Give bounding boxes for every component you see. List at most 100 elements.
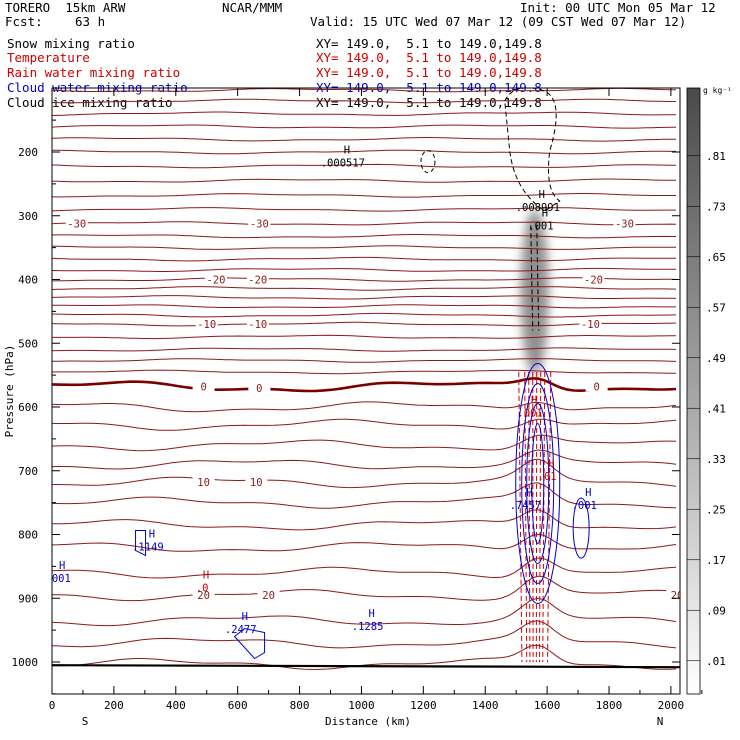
temperature-label-backdrop — [582, 273, 605, 285]
temperature-label-backdrop — [246, 273, 269, 285]
temperature-label-backdrop — [192, 476, 215, 488]
colorbar-level-label: .41 — [706, 402, 726, 415]
temperature-label-backdrop — [579, 318, 602, 330]
temperature-contour-label: -10 — [581, 319, 600, 331]
isotherm-line — [52, 401, 677, 413]
x-tick-label: 0 — [49, 699, 56, 712]
isotherm-line — [52, 267, 676, 272]
maximum-marker: H — [539, 189, 545, 201]
field-xy-snow: XY= 149.0, 5.1 to 149.0,149.8 — [316, 36, 542, 51]
temperature-contour-label: 0 — [593, 382, 599, 394]
y-tick-label: 400 — [18, 274, 38, 287]
temperature-contour-label: -30 — [615, 218, 634, 230]
isotherm-line — [52, 312, 677, 318]
isotherm-line — [52, 597, 677, 627]
isotherm-line — [52, 163, 676, 169]
isotherm-line — [52, 286, 677, 291]
y-tick-label: 200 — [18, 146, 38, 159]
colorbar-level-label: .01 — [706, 655, 726, 668]
temperature-contour-label: -30 — [67, 218, 86, 230]
isotherm-line — [52, 88, 677, 93]
field-name-snow: Snow mixing ratio — [7, 36, 135, 51]
isotherm-line — [52, 321, 677, 327]
temperature-contour-label: 20 — [197, 590, 210, 602]
temperature-label-backdrop — [666, 589, 680, 601]
x-tick-label: 2000 — [658, 699, 685, 712]
temperature-contour-label: -30 — [250, 218, 269, 230]
model-title: TORERO 15km ARW — [5, 0, 126, 15]
colorbar-level-label: .57 — [706, 301, 726, 314]
field-name-temperature: Temperature — [7, 50, 90, 65]
x-tick-label: 1000 — [348, 699, 375, 712]
x-tick-label: 1400 — [472, 699, 499, 712]
maximum-value-label: .000517 — [321, 157, 365, 169]
colorbar-unit: g kg⁻¹ — [703, 86, 732, 95]
isotherm-line — [52, 234, 676, 239]
maximum-marker: H — [149, 528, 155, 540]
maximum-value-label: .0 — [196, 583, 209, 595]
maximum-marker: H — [368, 608, 374, 620]
colorbar-ramp — [686, 87, 701, 695]
x-tick-label: 1200 — [410, 699, 437, 712]
maximum-marker: H — [585, 487, 591, 499]
isotherm-line — [52, 369, 676, 375]
isotherm-line — [52, 256, 676, 262]
snow-mixing-ratio-shading — [520, 209, 549, 376]
isotherm-line — [52, 304, 676, 309]
isotherm-line — [52, 620, 677, 649]
y-tick-label: 800 — [18, 529, 38, 542]
colorbar-level-label: .25 — [706, 503, 726, 516]
isotherm-line — [52, 377, 677, 393]
y-tick-label: 1000 — [12, 656, 39, 669]
temperature-contour-label: 20 — [262, 590, 275, 602]
x-tick-label: 200 — [104, 699, 124, 712]
cloud-ice-contour — [504, 88, 561, 212]
init-time: Init: 00 UTC Mon 05 Mar 12 — [520, 0, 716, 15]
isotherm-line — [52, 509, 677, 531]
isotherm-line — [52, 449, 677, 470]
x-tick-label: 1600 — [534, 699, 561, 712]
isotherm-line — [52, 482, 677, 509]
maximum-marker: H — [242, 611, 248, 623]
forecast-label: Fcst: — [5, 14, 43, 29]
maximum-value-label: .1149 — [132, 541, 164, 553]
maximum-marker: H — [203, 570, 209, 582]
temperature-contour-label: -20 — [248, 275, 267, 287]
isotherm-line — [52, 137, 676, 142]
plot-area: -30 -30 -30 -20 -20 -20 -10 -10 -10 0 0 0 10 10 20 20 20… — [52, 88, 680, 671]
maximum-value-label: .2477 — [225, 624, 257, 636]
maximum-value-label: .1285 — [352, 621, 384, 633]
colorbar: g kg⁻¹ .01 .09 .17 .25 .33 .41 .49 .57 .65 .73 .81 — [686, 86, 732, 695]
cloud-water-contour — [521, 383, 555, 584]
y-axis-label: Pressure (hPa) — [3, 345, 16, 438]
maximum-value-label: .7457 — [510, 500, 542, 512]
temperature-label-backdrop — [257, 589, 280, 601]
temperature-label-backdrop — [192, 380, 215, 392]
temperature-contour-label: -20 — [207, 275, 226, 287]
cloud-water-contour — [135, 529, 147, 557]
surface-pressure-line — [52, 664, 680, 669]
maximum-marker: H — [548, 458, 554, 470]
isotherm-line — [52, 207, 676, 212]
isotherm-line — [52, 245, 676, 250]
temperature-contour-label: -20 — [584, 275, 603, 287]
x-tick-label: 400 — [166, 699, 186, 712]
y-tick-label: 900 — [18, 592, 38, 605]
isotherm-line — [52, 124, 677, 129]
temperature-label-backdrop — [585, 380, 608, 392]
isotherm-line — [52, 178, 676, 183]
isotherm-line — [52, 347, 677, 352]
temperature-contour-label: -10 — [248, 319, 267, 331]
isotherm-line — [52, 458, 677, 489]
cloud-ice-contour — [420, 150, 436, 174]
isotherm-line — [52, 149, 676, 155]
field-name-rain: Rain water mixing ratio — [7, 65, 181, 80]
isotherm-line — [52, 434, 677, 452]
temperature-contour-label: 0 — [256, 383, 262, 395]
x-tick-label: 600 — [228, 699, 248, 712]
maximum-value-label: .001 — [572, 500, 597, 512]
isotherm-line — [52, 277, 677, 282]
rain-water-contour — [539, 371, 542, 663]
maximum-marker: H — [542, 208, 548, 220]
